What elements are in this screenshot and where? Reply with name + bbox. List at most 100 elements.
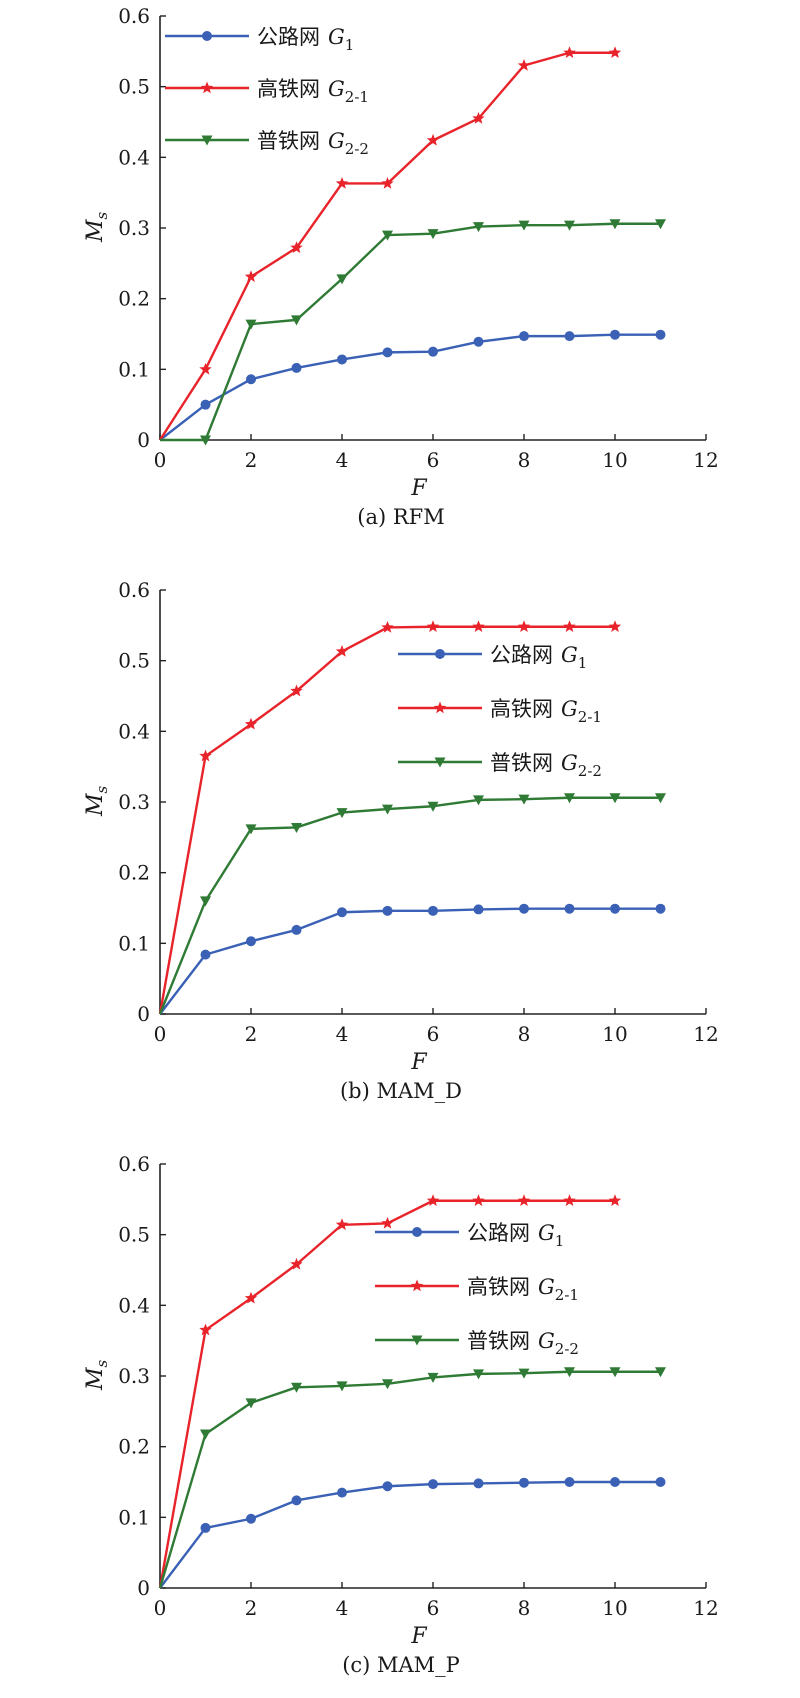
legend-item-hsr: 高铁网 G2-1 — [375, 1275, 579, 1304]
series-line — [158, 1370, 661, 1589]
data-point — [245, 319, 257, 330]
chart-caption: (c) MAM_P — [342, 1653, 460, 1677]
y-axis-title: Ms — [83, 211, 111, 243]
x-tick-label: 8 — [518, 1596, 531, 1620]
data-point — [200, 1522, 211, 1533]
legend: 公路网 G1 高铁网 G2-1 普铁网 G2-2 — [165, 25, 369, 158]
y-axis-title: Ms — [83, 785, 111, 817]
legend-label: 高铁网 G2-1 — [490, 697, 602, 726]
y-tick-label: 0.2 — [118, 861, 150, 885]
data-point — [336, 1381, 348, 1392]
x-tick-label: 10 — [602, 1022, 627, 1046]
data-point — [518, 220, 530, 231]
legend-label: 普铁网 G2-2 — [257, 129, 369, 158]
series-hsr — [158, 620, 622, 1015]
y-tick-label: 0.1 — [118, 931, 150, 955]
x-axis-title: F — [410, 476, 427, 501]
data-point — [381, 176, 394, 189]
data-point — [291, 362, 302, 373]
data-point — [200, 896, 211, 907]
y-tick-label: 0.3 — [118, 790, 150, 814]
y-tick-label: 0.1 — [118, 1505, 150, 1529]
x-axis-title: F — [410, 1050, 427, 1075]
series-hsr — [158, 46, 622, 441]
data-point — [473, 1369, 484, 1380]
data-point — [246, 936, 256, 947]
legend-marker — [410, 1279, 424, 1292]
data-point — [564, 793, 575, 804]
data-point — [472, 620, 485, 633]
y-tick-label: 0.3 — [118, 1364, 150, 1388]
y-tick-label: 0.6 — [118, 4, 150, 28]
data-point — [382, 230, 393, 241]
y-tick-label: 0.2 — [118, 1435, 150, 1459]
data-point — [473, 1478, 484, 1489]
x-tick-label: 2 — [245, 1596, 258, 1620]
data-point — [246, 374, 256, 385]
data-point — [428, 346, 438, 357]
series-road — [159, 329, 666, 441]
chart-panel-1: 0 0.1 0.2 0.3 0.4 0.5 0.6 0 2 4 6 8 10 12 F Ms (a) RFM 公路… — [83, 4, 719, 529]
data-point — [290, 684, 303, 697]
legend-item-rail: 普铁网 G2-2 — [165, 129, 369, 158]
data-point — [609, 219, 621, 230]
data-point — [382, 347, 393, 358]
y-tick-label: 0.4 — [118, 145, 150, 169]
legend-marker — [412, 1227, 422, 1237]
data-point — [337, 354, 347, 365]
data-point — [381, 620, 394, 633]
legend-label: 普铁网 G2-2 — [467, 1329, 579, 1358]
data-point — [336, 808, 348, 819]
data-point — [610, 903, 620, 914]
data-point — [564, 220, 575, 231]
series-line — [158, 796, 661, 1015]
data-point — [426, 1194, 440, 1207]
y-tick-label: 0.3 — [118, 216, 150, 240]
legend-marker — [201, 135, 213, 146]
data-point — [382, 1379, 393, 1390]
series-road — [159, 1477, 666, 1589]
data-point — [518, 794, 530, 805]
data-point — [244, 717, 258, 730]
x-tick-label: 2 — [245, 448, 258, 472]
data-point — [563, 1194, 576, 1207]
data-point — [291, 315, 302, 326]
data-point — [290, 1257, 303, 1270]
data-point — [519, 331, 529, 342]
data-point — [518, 1368, 530, 1379]
data-point — [200, 435, 211, 446]
data-point — [200, 399, 211, 410]
data-point — [655, 1367, 666, 1378]
data-point — [608, 46, 622, 59]
x-tick-label: 6 — [427, 448, 440, 472]
x-tick-label: 12 — [693, 1022, 718, 1046]
data-point — [381, 1216, 394, 1229]
x-tick-label: 2 — [245, 1022, 258, 1046]
data-point — [244, 270, 258, 283]
legend-marker — [435, 649, 445, 659]
data-point — [244, 1291, 258, 1304]
data-point — [246, 1513, 256, 1524]
x-tick-label: 6 — [427, 1596, 440, 1620]
y-tick-label: 0.6 — [118, 1152, 150, 1176]
legend-item-rail: 普铁网 G2-2 — [375, 1329, 579, 1358]
data-point — [291, 822, 302, 833]
x-tick-label: 10 — [602, 448, 627, 472]
legend-marker — [433, 701, 447, 714]
y-tick-label: 0.4 — [118, 1293, 150, 1317]
series-line — [158, 1199, 615, 1589]
legend-label: 公路网 G1 — [257, 25, 354, 54]
data-point — [291, 1495, 302, 1506]
series-line — [159, 1480, 661, 1589]
data-point — [337, 907, 347, 918]
legend: 公路网 G1 高铁网 G2-1 普铁网 G2-2 — [375, 1221, 579, 1358]
data-point — [517, 1194, 531, 1207]
data-point — [564, 1367, 575, 1378]
x-tick-label: 4 — [336, 1022, 349, 1046]
y-tick-label: 0 — [137, 428, 150, 452]
legend-marker — [434, 757, 446, 768]
data-point — [382, 804, 393, 815]
data-point — [608, 1194, 622, 1207]
data-point — [473, 222, 484, 233]
data-point — [382, 1481, 393, 1492]
